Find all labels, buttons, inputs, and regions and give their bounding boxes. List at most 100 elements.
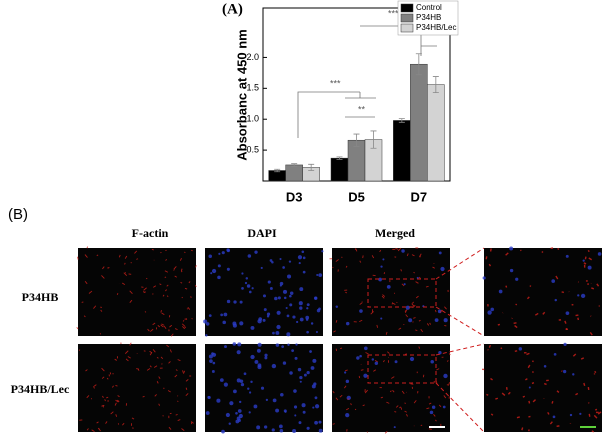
nucleus: [281, 345, 285, 349]
nucleus: [254, 360, 259, 364]
fiber: [575, 392, 579, 396]
nucleus: [232, 323, 237, 328]
fiber: [418, 276, 421, 279]
fiber: [149, 328, 154, 332]
fiber: [101, 367, 105, 372]
fiber: [151, 248, 154, 251]
fiber: [153, 285, 157, 288]
nucleus: [577, 294, 580, 297]
fiber: [188, 281, 191, 284]
fiber: [88, 290, 93, 294]
nucleus: [310, 322, 314, 325]
bar: [410, 63, 428, 182]
fiber: [505, 252, 509, 256]
nucleus: [303, 373, 307, 377]
fiber: [516, 416, 520, 419]
fiber: [107, 267, 109, 269]
nucleus: [225, 412, 230, 418]
fiber: [111, 385, 114, 388]
fiber: [190, 249, 193, 252]
fiber: [406, 253, 409, 257]
fiber: [85, 369, 88, 372]
nucleus: [487, 310, 492, 315]
nucleus: [236, 378, 241, 383]
legend-label: P34HB: [416, 13, 441, 22]
fiber: [166, 295, 169, 297]
fiber: [185, 393, 189, 397]
fiber: [514, 325, 518, 329]
nucleus: [248, 391, 252, 394]
nucleus: [569, 413, 573, 417]
nucleus: [277, 296, 281, 300]
nucleus: [257, 342, 262, 347]
fiber: [497, 323, 501, 326]
fiber: [359, 302, 363, 305]
fiber: [365, 352, 369, 355]
nucleus: [262, 294, 266, 298]
fiber: [131, 417, 135, 420]
error-bar: [274, 168, 281, 173]
nucleus: [243, 372, 247, 376]
nucleus: [256, 348, 261, 353]
fiber: [405, 314, 408, 318]
nucleus: [289, 291, 294, 296]
fiber: [333, 330, 336, 333]
nucleus: [226, 299, 231, 304]
fiber: [528, 400, 531, 404]
nucleus: [509, 246, 514, 251]
nucleus: [239, 400, 242, 404]
image-bg: [332, 248, 450, 336]
fiber: [93, 384, 97, 387]
fiber: [136, 258, 139, 260]
nucleus: [272, 331, 275, 335]
nucleus: [228, 422, 231, 425]
fiber: [335, 320, 338, 323]
fiber: [147, 328, 150, 332]
y-axis-label: Absorbanc at 450 nm: [234, 29, 249, 161]
fiber: [115, 414, 118, 417]
fiber: [434, 309, 437, 313]
y-tick-label: 2.0: [246, 52, 259, 62]
bar: [427, 84, 445, 182]
fiber: [413, 271, 415, 274]
fiber: [190, 421, 194, 424]
nucleus: [408, 318, 413, 323]
nucleus: [380, 265, 383, 268]
nucleus: [250, 354, 255, 360]
nucleus: [434, 318, 439, 322]
nucleus: [309, 350, 312, 353]
nucleus: [299, 380, 302, 383]
fiber: [91, 429, 95, 432]
fiber: [383, 360, 385, 363]
fiber: [110, 411, 114, 415]
panel-a-label: (A): [222, 1, 243, 17]
nucleus: [263, 425, 268, 429]
fiber: [78, 349, 81, 351]
nucleus: [208, 354, 213, 359]
nucleus: [237, 409, 242, 413]
nucleus: [280, 392, 284, 397]
micrograph: [78, 342, 196, 432]
nucleus: [223, 312, 228, 317]
nucleus: [295, 343, 298, 346]
nucleus: [250, 325, 255, 330]
nucleus: [283, 296, 287, 300]
image-bg: [78, 344, 196, 432]
fiber: [354, 408, 357, 411]
fiber: [152, 322, 156, 326]
x-tick-label: D5: [348, 189, 365, 204]
fiber: [428, 402, 432, 405]
nucleus: [217, 264, 221, 268]
fiber: [156, 381, 159, 384]
nucleus: [257, 319, 262, 324]
fiber: [379, 249, 382, 253]
nucleus: [275, 343, 280, 347]
fiber: [415, 295, 419, 299]
nucleus: [346, 395, 351, 401]
fiber: [443, 395, 447, 399]
nucleus: [223, 382, 228, 387]
fiber: [122, 422, 125, 426]
fiber: [183, 370, 186, 374]
fiber: [515, 303, 518, 306]
